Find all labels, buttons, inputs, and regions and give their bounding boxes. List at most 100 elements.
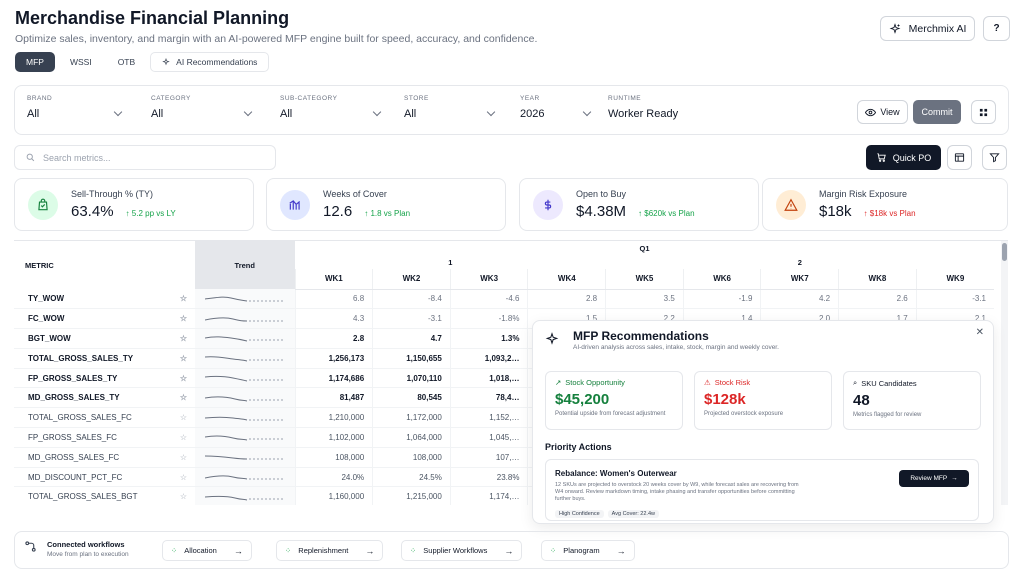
table-cell[interactable]: -1.9 [682,289,761,310]
table-cell[interactable]: 2.8 [527,289,606,310]
table-cell[interactable]: 6.8 [294,289,373,310]
kpi-delta: ↑ $620k vs Plan [638,209,695,218]
recommendations-title: MFP Recommendations [573,329,709,343]
table-cell[interactable]: 107,… [449,447,528,468]
table-cell[interactable]: 1,064,000 [372,427,451,448]
layout-grid-button[interactable] [971,100,996,124]
sparkline-icon [204,416,285,421]
star-icon[interactable]: ☆ [179,314,187,324]
metric-name: MD_GROSS_SALES_FC ☆ [14,447,195,468]
table-cell[interactable]: 2.6 [838,289,917,310]
table-cell[interactable]: -3.1 [372,308,451,330]
star-icon[interactable]: ☆ [179,393,187,403]
table-cell[interactable]: 1,018,… [449,368,528,389]
workflow-planogram-button[interactable]: ⁘ Planogram → [541,540,635,561]
review-mfp-button[interactable]: Review MFP → [899,470,969,487]
metric-name-text: FP_GROSS_SALES_TY [28,373,118,383]
table-cell[interactable]: 1,160,000 [294,486,373,505]
table-cell[interactable]: 80,545 [372,387,451,409]
table-cell[interactable]: 1,172,000 [372,407,451,429]
store-filter[interactable]: STORE All [404,95,496,120]
merchmix-ai-button[interactable]: Merchmix AI [880,16,975,41]
table-view-button[interactable] [947,145,972,170]
table-cell[interactable]: 108,000 [294,447,373,468]
star-icon[interactable]: ☆ [179,294,187,303]
star-icon[interactable]: ☆ [179,492,187,502]
table-cell[interactable]: 3.5 [605,289,684,310]
table-cell[interactable]: 1,174,… [449,486,528,505]
quick-po-button[interactable]: Quick PO [866,145,941,170]
tab-ai-recommendations[interactable]: AI Recommendations [150,52,270,72]
table-cell[interactable]: 23.8% [449,467,528,488]
table-cell[interactable]: 1,045,… [449,427,528,448]
sparkline-icon [204,375,285,382]
star-icon[interactable]: ☆ [179,472,187,482]
search-placeholder: Search metrics... [43,152,111,163]
star-icon[interactable]: ☆ [179,452,187,462]
kpi-card-sell-through: Sell-Through % (TY) 63.4% ↑ 5.2 pp vs LY [14,178,254,231]
star-icon[interactable]: ☆ [179,413,187,423]
table-cell[interactable]: 1,093,2… [449,348,528,369]
workflow-grid-icon: ⁘ [550,546,557,555]
stock-opportunity-label: Stock Opportunity [565,378,625,387]
table-cell[interactable]: 1,210,000 [294,407,373,429]
table-cell[interactable]: -1.8% [449,308,528,330]
view-button[interactable]: View [857,100,908,124]
tab-ai-recommendations-label: AI Recommendations [176,57,258,67]
help-button[interactable]: ? [983,16,1010,41]
table-cell[interactable]: 24.0% [294,467,373,488]
search-metrics-input[interactable]: Search metrics... [14,145,276,170]
tab-wssi[interactable]: WSSI [69,57,92,67]
brand-filter[interactable]: BRAND All [27,95,123,120]
tab-mfp[interactable]: MFP [15,52,55,72]
table-cell[interactable]: 24.5% [372,467,451,488]
table-cell[interactable]: 4.3 [294,308,373,330]
table-cell[interactable]: -8.4 [372,289,451,310]
metric-name-text: MD_GROSS_SALES_FC [28,452,120,462]
sub-category-filter-value: All [280,108,293,120]
table-cell[interactable]: 1,070,110 [372,368,451,389]
workflow-allocation-button[interactable]: ⁘ Allocation → [162,540,252,561]
table-cell[interactable]: 1.3% [449,328,528,349]
workflow-replenishment-button[interactable]: ⁘ Replenishment → [276,540,384,561]
table-cell[interactable]: 81,487 [294,387,373,409]
scroll-thumb[interactable] [1002,243,1007,261]
star-icon[interactable]: ☆ [179,373,187,383]
table-cell[interactable]: -4.6 [449,289,528,310]
table-cell[interactable]: 108,000 [372,447,451,468]
sparkline-icon [204,396,285,402]
chevron-down-icon [582,107,592,117]
category-filter[interactable]: CATEGORY All [151,95,253,120]
star-icon[interactable]: ☆ [179,433,187,443]
table-cell[interactable]: 1,174,686 [294,368,373,389]
workflow-label: Replenishment [298,546,349,555]
metric-column-header[interactable]: METRIC [25,260,54,270]
filter-button[interactable] [982,145,1007,170]
arrow-right-icon: → [616,545,626,556]
table-cell[interactable]: 1,215,000 [372,486,451,505]
table-cell[interactable]: 2.8 [294,328,373,349]
table-scrollbar[interactable] [1001,241,1008,505]
commit-button[interactable]: Commit [913,100,961,124]
table-cell[interactable]: 1,102,000 [294,427,373,448]
table-cell[interactable]: 1,152,… [449,407,528,429]
trend-up-icon: ↗ [555,378,562,387]
metric-name: FP_GROSS_SALES_FC ☆ [14,427,195,448]
workflow-supplier-button[interactable]: ⁘ Supplier Workflows → [401,540,523,561]
sub-category-filter[interactable]: SUB-CATEGORY All [280,95,382,120]
table-cell[interactable]: 78,4… [449,387,528,409]
trend-sparkline [195,289,295,310]
year-filter[interactable]: YEAR 2026 [520,95,592,120]
table-cell[interactable]: 4.2 [760,289,839,310]
top-actions: Merchmix AI ? [880,16,1010,41]
table-row[interactable]: TY_WOW ☆ 6.8 -8.4 -4.6 2.8 3.5 -1.9 4.2 2.6 -3.1 [14,289,994,310]
close-icon[interactable]: ✕ [975,327,984,338]
table-cell[interactable]: 1,256,173 [294,348,373,369]
table-cell[interactable]: 4.7 [372,328,451,349]
tab-otb[interactable]: OTB [117,57,136,67]
kpi-delta-text: 1.8 vs Plan [370,209,411,218]
star-icon[interactable]: ☆ [179,334,187,344]
table-cell[interactable]: 1,150,655 [372,348,451,369]
star-icon[interactable]: ☆ [179,353,187,363]
table-cell[interactable]: -3.1 [915,289,994,310]
